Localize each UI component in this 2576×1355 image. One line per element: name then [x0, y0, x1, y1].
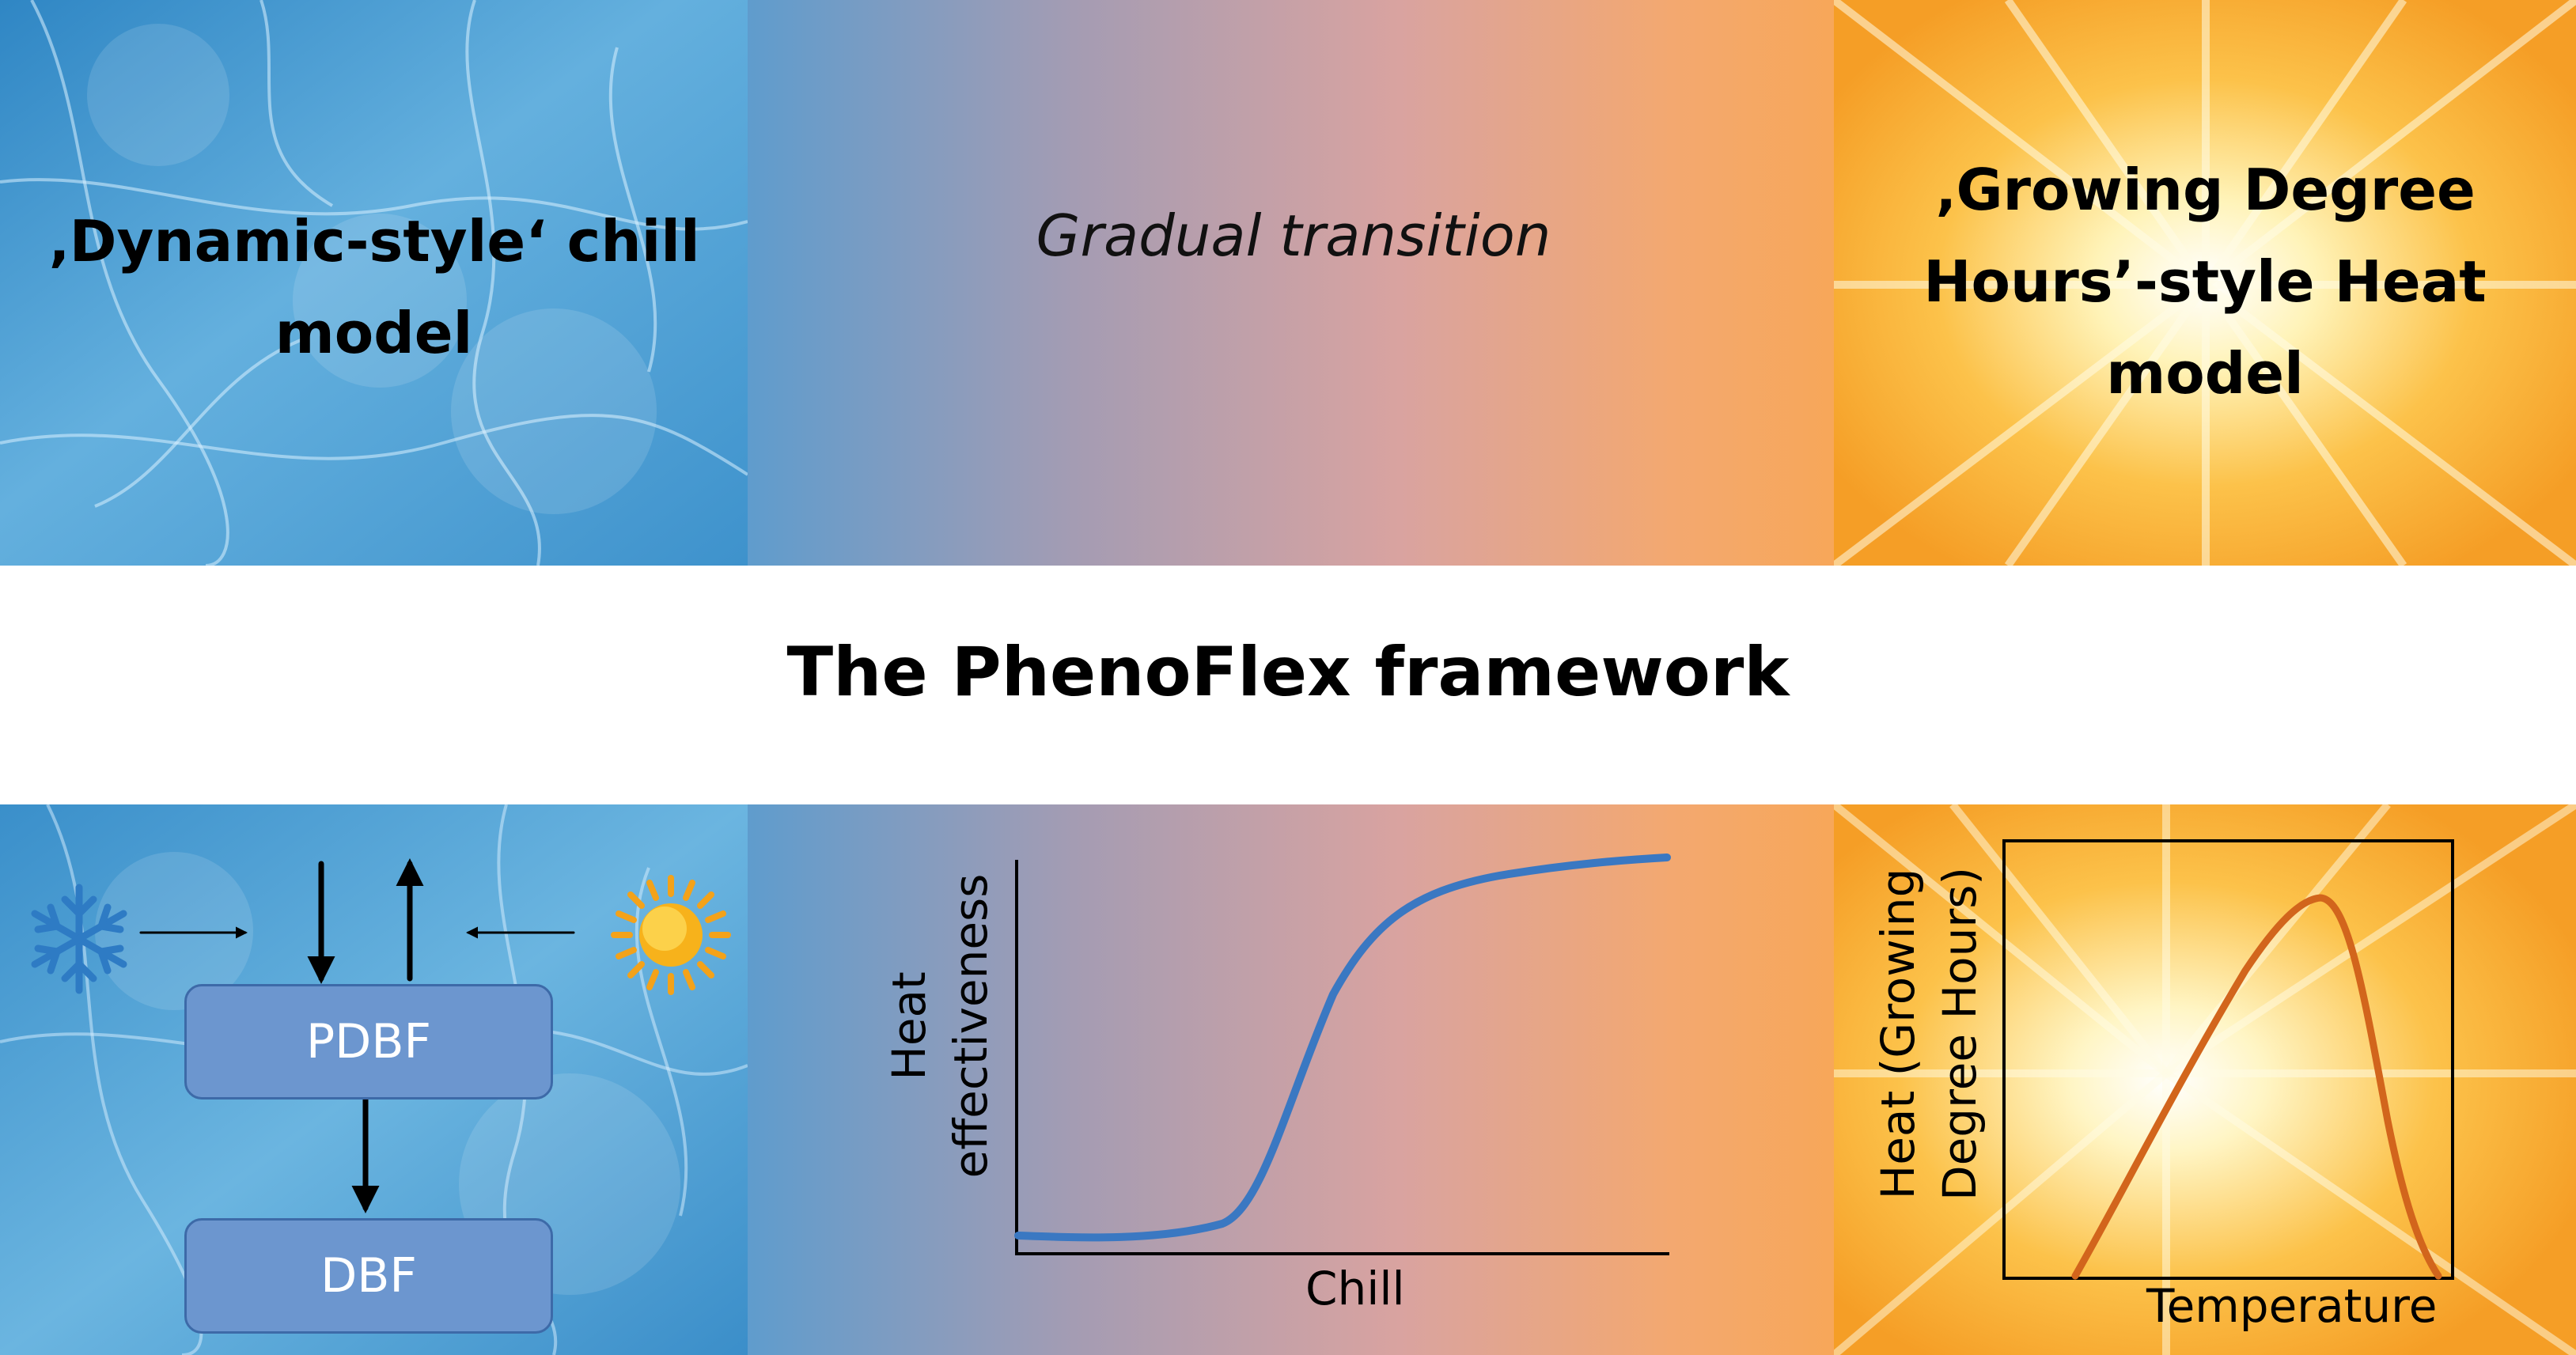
sunburst: [1834, 0, 2576, 566]
transition-panel-top: Gradual transition: [748, 0, 1834, 566]
sun-panel-bottom: Temperature Heat (Growing Degree Hours): [1834, 804, 2576, 1355]
temperature-axis-label: Temperature: [2146, 1279, 2438, 1333]
gradual-transition-heading: Gradual transition: [1036, 202, 1551, 269]
heat-response-curve: [2071, 894, 2442, 1280]
sun-icon: [611, 875, 731, 995]
flow-diagram: [31, 858, 731, 1213]
ice-panel-top: ‚Dynamic-style‘ chill model: [0, 0, 748, 566]
framework-title: The PhenoFlex framework: [786, 633, 1790, 712]
ice-panel-bottom: PDBF DBF: [0, 804, 748, 1355]
pdbf-box: PDBF: [184, 984, 553, 1100]
heat-gdh-axis-label: Heat (Growing Degree Hours): [1871, 866, 1987, 1202]
dbf-box: DBF: [184, 1218, 553, 1334]
chill-model-heading: ‚Dynamic-style‘ chill model: [47, 208, 700, 366]
sun-panel-top: ‚Growing Degree Hours’-style Heat model: [1834, 0, 2576, 566]
heat-model-heading: ‚Growing Degree Hours’-style Heat model: [1923, 157, 2487, 407]
transition-panel-bottom: Chill Heat effectiveness: [748, 804, 1834, 1355]
chill-axis-label: Chill: [1305, 1262, 1405, 1315]
heat-effectiveness-axis-label: Heat effectiveness: [882, 873, 998, 1179]
top-band: ‚Dynamic-style‘ chill model Gradual tran…: [0, 0, 2576, 566]
plot-frame: [2002, 839, 2454, 1280]
temperature-response-chart: [2002, 839, 2454, 1280]
ice-texture: [0, 804, 748, 1355]
bottom-band: PDBF DBF Chill Heat effectiveness: [0, 804, 2576, 1355]
ice-texture: [0, 0, 748, 566]
sigmoid-curve: [1014, 853, 1671, 1242]
heat-effectiveness-chart: [1014, 853, 1671, 1255]
snowflake-icon: [31, 884, 127, 994]
